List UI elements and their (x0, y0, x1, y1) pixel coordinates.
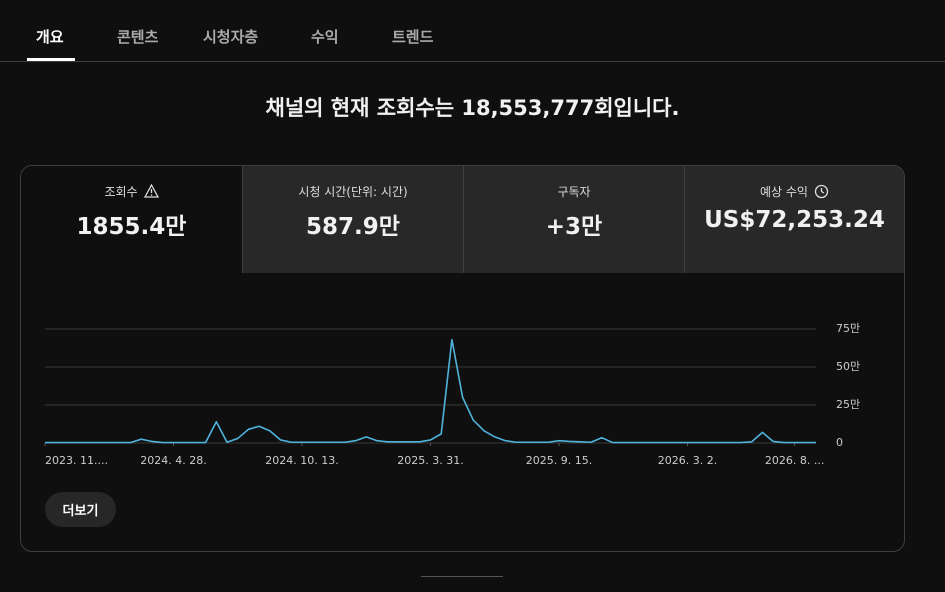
more-button[interactable]: 더보기 (45, 492, 116, 527)
y-tick-label: 0 (836, 436, 843, 449)
metric-value: 1855.4만 (76, 214, 187, 240)
x-tick-label: 2023. 11.... (45, 454, 108, 467)
metric-value: US$72,253.24 (704, 207, 885, 233)
x-tick-label: 2025. 9. 15. (526, 454, 592, 467)
metric-tab[interactable]: 조회수 1855.4만 (21, 166, 242, 273)
tab[interactable]: 콘텐츠 (117, 28, 159, 46)
tab[interactable]: 시청자층 (203, 28, 259, 46)
tab[interactable]: 수익 (311, 28, 339, 46)
headline: 채널의 현재 조회수는 18,553,777회입니다. (265, 96, 680, 120)
clock-icon (814, 184, 829, 198)
analytics-card: 조회수 1855.4만 시청 시간(단위: 시간) 587.9만 구독자 +3만… (20, 165, 905, 552)
metric-tab[interactable]: 구독자 +3만 (463, 166, 684, 273)
x-tick-label: 2024. 4. 28. (140, 454, 206, 467)
metric-label: 구독자 (557, 184, 591, 199)
y-tick-label: 50만 (836, 360, 860, 373)
metric-label: 예상 수익 (760, 184, 808, 199)
metric-label: 시청 시간(단위: 시간) (298, 184, 408, 199)
x-tick-label: 2025. 3. 31. (397, 454, 463, 467)
divider (421, 576, 503, 577)
metric-value: 587.9만 (306, 214, 400, 240)
tab[interactable]: 개요 (36, 28, 64, 46)
metric-tab[interactable]: 시청 시간(단위: 시간) 587.9만 (242, 166, 463, 273)
metric-tab[interactable]: 예상 수익 US$72,253.24 (684, 166, 904, 273)
y-tick-label: 25만 (836, 398, 860, 411)
line-series (45, 338, 816, 444)
x-tick-label: 2026. 3. 2. (658, 454, 717, 467)
tab-divider (0, 61, 945, 62)
y-tick-label: 75만 (836, 322, 860, 335)
metric-value: +3만 (545, 214, 603, 240)
chart: 0 25만 50만 75만 2023. 11.... 2024. 4. 28. 2024. … (44, 322, 860, 467)
x-tick-label: 2026. 8. ... (765, 454, 824, 467)
x-tick-label: 2024. 10. 13. (265, 454, 338, 467)
tab[interactable]: 트렌드 (392, 28, 434, 46)
metric-label: 조회수 (104, 184, 138, 199)
active-tab-indicator (27, 58, 75, 61)
warning-icon (143, 184, 159, 198)
